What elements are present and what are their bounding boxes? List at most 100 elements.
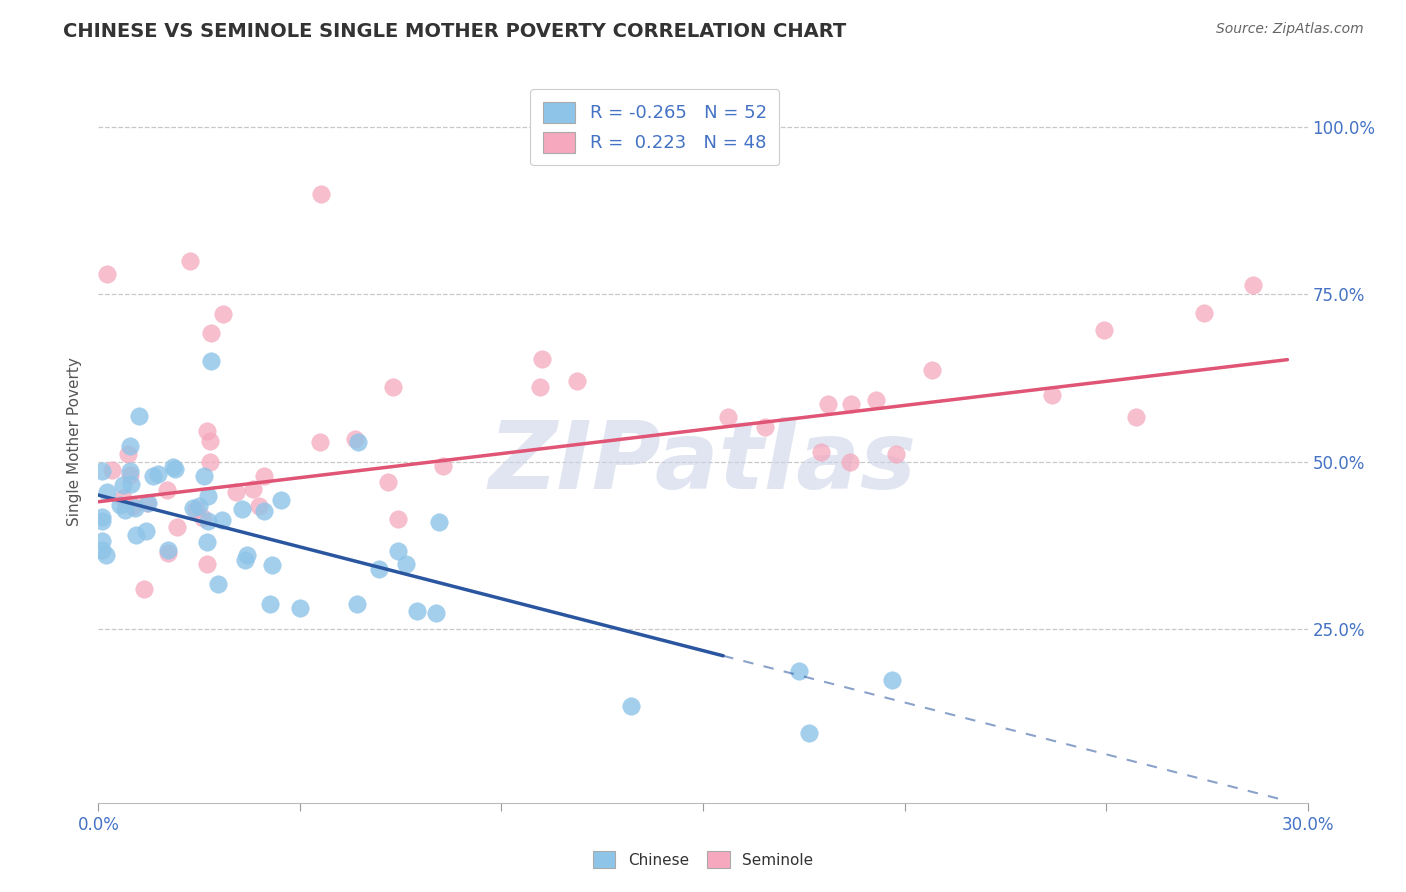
Point (1125, 410, 1147, 425)
Point (531, 352, 554, 367)
Point (717, 409, 740, 424)
Legend: Chinese, Seminole: Chinese, Seminole (585, 844, 821, 875)
Point (136, 496, 159, 510)
Point (236, 548, 259, 562)
Point (163, 462, 186, 476)
Point (253, 469, 276, 483)
Point (377, 475, 399, 489)
Point (118, 439, 141, 453)
Point (100, 463, 122, 477)
Point (425, 606, 447, 620)
Point (125, 528, 148, 542)
Point (841, 397, 863, 411)
Point (817, 397, 839, 411)
Point (225, 485, 247, 500)
Point (128, 409, 150, 424)
Point (387, 543, 409, 558)
Point (135, 524, 157, 538)
Point (810, 445, 832, 459)
Point (344, 432, 367, 446)
Point (181, 501, 204, 516)
Point (91, 510, 114, 524)
Legend: R = -0.265   N = 52, R =  0.223   N = 48: R = -0.265 N = 52, R = 0.223 N = 48 (530, 89, 779, 165)
Point (91, 542, 114, 557)
Point (882, 673, 904, 687)
Point (157, 546, 180, 560)
Point (529, 380, 551, 394)
Point (186, 501, 208, 516)
Text: CHINESE VS SEMINOLE SINGLE MOTHER POVERTY CORRELATION CHART: CHINESE VS SEMINOLE SINGLE MOTHER POVERT… (63, 22, 846, 41)
Point (346, 597, 368, 611)
Point (111, 478, 134, 492)
Point (188, 499, 211, 513)
Point (122, 499, 145, 513)
Point (195, 557, 218, 571)
Text: ZIPatlas: ZIPatlas (489, 417, 917, 509)
Point (191, 511, 214, 525)
Point (242, 482, 264, 496)
Point (91, 464, 114, 478)
Point (136, 496, 159, 510)
Point (838, 455, 860, 469)
Point (921, 363, 943, 377)
Point (162, 459, 184, 474)
Point (198, 455, 221, 469)
Point (120, 477, 142, 491)
Point (198, 434, 221, 448)
Point (207, 577, 229, 591)
Point (309, 435, 332, 450)
Point (193, 468, 215, 483)
Point (195, 424, 218, 438)
Point (259, 598, 281, 612)
Point (754, 420, 776, 434)
Point (1192, 306, 1215, 320)
Point (367, 562, 389, 576)
Point (211, 513, 233, 527)
Point (117, 447, 139, 461)
Point (142, 469, 165, 483)
Point (132, 582, 155, 596)
Point (406, 604, 429, 618)
Point (270, 493, 292, 508)
Point (96, 484, 118, 499)
Point (565, 374, 588, 388)
Point (1040, 388, 1063, 402)
Point (197, 489, 219, 503)
Point (94, 548, 117, 562)
Point (799, 726, 821, 740)
Point (118, 464, 141, 478)
Point (1092, 323, 1115, 337)
Point (787, 664, 810, 678)
Point (108, 498, 131, 512)
Text: Source: ZipAtlas.com: Source: ZipAtlas.com (1216, 22, 1364, 37)
Point (260, 558, 283, 572)
Point (1241, 277, 1264, 292)
Point (157, 543, 180, 558)
Point (114, 503, 136, 517)
Point (311, 187, 333, 202)
Y-axis label: Single Mother Poverty: Single Mother Poverty (67, 357, 83, 526)
Point (211, 307, 233, 322)
Point (231, 502, 253, 516)
Point (195, 535, 218, 549)
Point (91, 533, 114, 548)
Point (91, 515, 114, 529)
Point (156, 483, 179, 497)
Point (111, 491, 134, 505)
Point (166, 519, 188, 533)
Point (290, 601, 312, 615)
Point (118, 468, 141, 483)
Point (382, 380, 405, 394)
Point (200, 354, 222, 368)
Point (865, 392, 887, 407)
Point (200, 326, 222, 340)
Point (620, 698, 643, 713)
Point (395, 557, 418, 571)
Point (432, 458, 454, 473)
Point (387, 512, 409, 526)
Point (96, 268, 118, 282)
Point (233, 552, 256, 566)
Point (347, 435, 370, 450)
Point (253, 504, 276, 518)
Point (427, 516, 450, 530)
